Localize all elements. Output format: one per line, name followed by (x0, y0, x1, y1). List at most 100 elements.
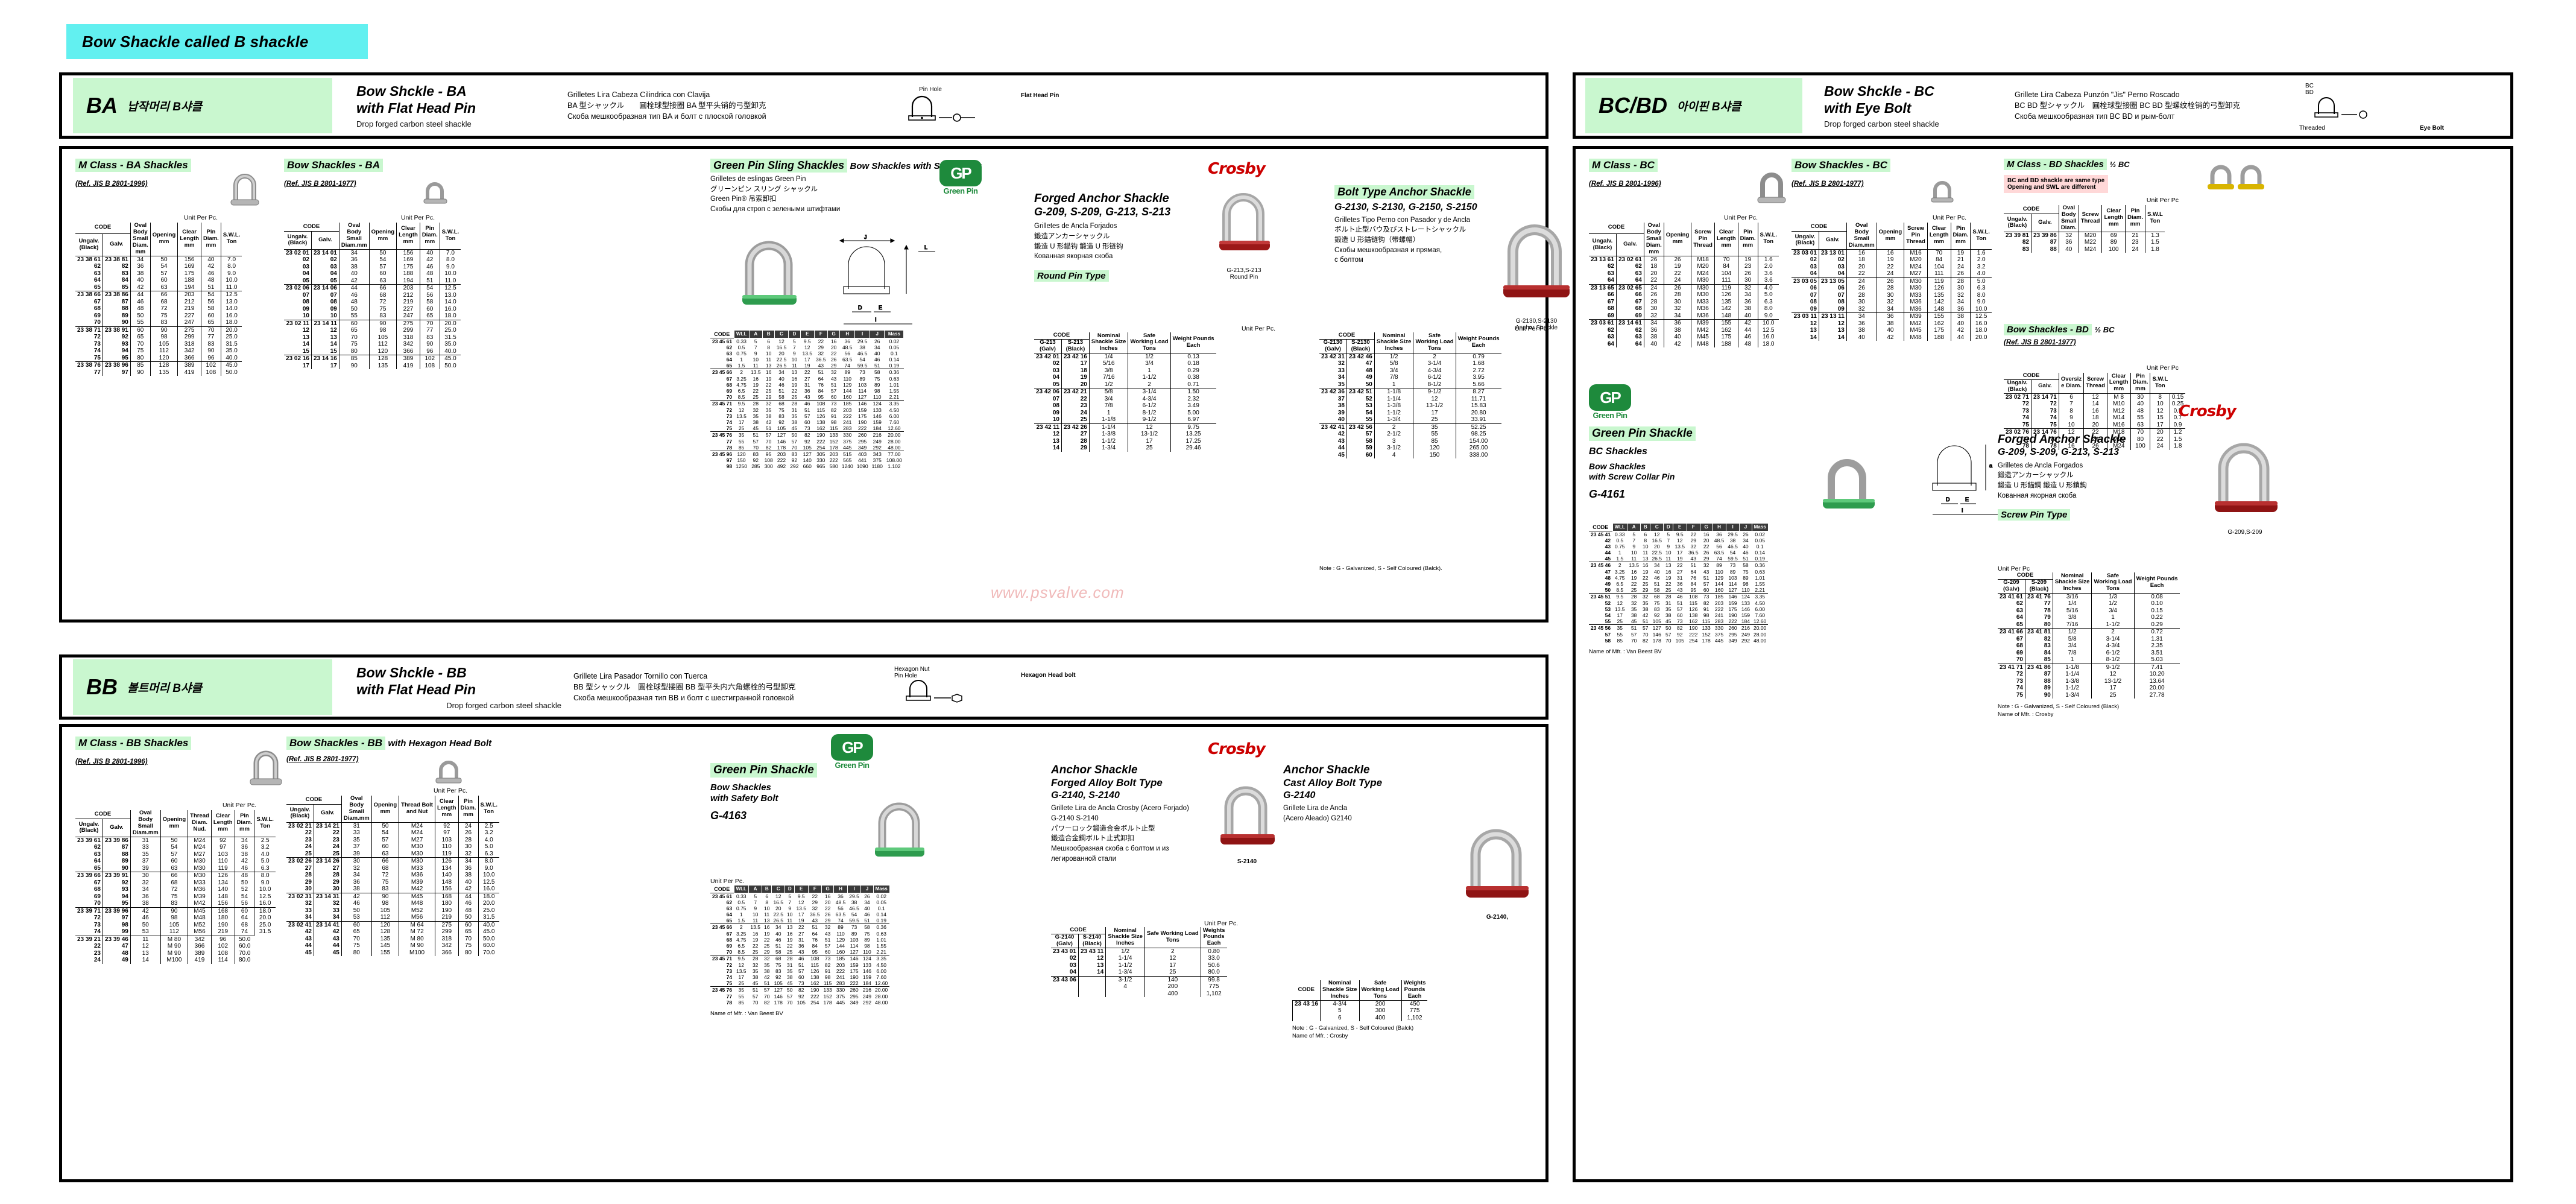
code-cell: 67 (1607, 298, 1614, 305)
value-cell: 75 (150, 312, 178, 320)
code-cell: 02 (1052, 360, 1059, 367)
value-cell: 46 (338, 291, 370, 299)
value-cell: 57 (804, 413, 810, 419)
value-cell: 36 (2058, 239, 2079, 246)
bd-m-class-unit: Unit Per Pc (2146, 197, 2179, 204)
code-cell: 23 42 26 (1061, 423, 1090, 431)
value-cell: 126 (1927, 285, 1951, 292)
table-row: 44 1 10 11 22.5 10 17 36.5 26 63.5 54 46 0.14 (1589, 550, 1768, 556)
code-cell: 69 (93, 312, 101, 319)
code-cell: 23 14 41 (313, 920, 342, 929)
value-cell: 33 (130, 844, 161, 851)
value-cell: 40 (2058, 246, 2079, 253)
value-cell: 92 (804, 438, 810, 445)
value-cell: 219 (396, 299, 420, 306)
value-cell: 36 (1676, 581, 1683, 587)
value-cell: 22 (1703, 543, 1709, 550)
table-row: 12 12 36 38 M42 162 40 16.0 (1792, 320, 1992, 328)
value-cell: 0.15 (2133, 607, 2180, 615)
value-cell: 36.5 (816, 356, 826, 363)
value-cell: 37 (130, 858, 161, 865)
value-cell: 115 (816, 407, 826, 413)
value-cell: 4.0 (478, 836, 499, 844)
value-cell: M42 (188, 900, 212, 908)
value-cell: 46 (1653, 574, 1660, 581)
value-cell: 12.5 (220, 291, 242, 299)
svg-text:E: E (1965, 496, 1969, 502)
code-cell: 40 (1337, 416, 1345, 423)
value-cell: 34 (338, 249, 370, 257)
code-cell: 43 (313, 935, 342, 943)
value-cell: 83 (775, 968, 781, 974)
code-cell: 23 45 66 (710, 369, 734, 376)
table-row: 23 02 11 23 14 11 60 90 275 70 20.0 (284, 319, 461, 328)
table-row: 65 85 42 63 194 51 11.0 (75, 284, 242, 291)
value-cell: 19 (1663, 263, 1691, 270)
value-cell: 76 (1690, 574, 1696, 581)
column-header: Clear Length mm (396, 223, 420, 250)
value-cell: 260 (854, 431, 870, 439)
value-cell: 1-1/4 (2052, 671, 2092, 678)
column-header: G-2140 (Galv) (1051, 934, 1079, 948)
value-cell: 10.0 (1757, 319, 1779, 327)
bcbd-main-panel: M Class - BC (Ref. JIS B 2801-1996) Unit… (1573, 146, 2513, 1182)
code-cell: 74 (93, 347, 101, 355)
value-cell: 10.20 (2133, 671, 2180, 678)
value-cell: 18 (2083, 414, 2107, 422)
value-cell: 2.5 (254, 836, 276, 844)
column-header: Clear Length mm (210, 810, 235, 837)
crosby213-pin-type: Round Pin Type (1034, 270, 1109, 282)
value-cell: 46.5 (849, 905, 859, 911)
value-cell: 38 (1643, 334, 1664, 341)
value-cell: 4.50 (876, 962, 886, 968)
bb-shackles-ref: (Ref. JIS B 2801-1977) (286, 756, 359, 763)
value-cell: 8 (767, 344, 771, 350)
value-cell: 26 (458, 829, 478, 837)
value-cell: 85 (1413, 437, 1456, 445)
code-cell: 23 (93, 949, 101, 957)
crosby213-models: G-209, S-209, G-213, S-213 (1034, 206, 1171, 218)
value-cell: 12.5 (1970, 312, 1992, 320)
code-cell: 67 (1615, 298, 1644, 306)
value-cell: 68 (368, 291, 397, 299)
value-cell: 119 (1927, 277, 1951, 285)
code-cell: 23 45 66 (710, 924, 734, 931)
value-cell: 51 (775, 943, 781, 949)
table-row: 43 43 70 135 M 80 318 70 50.0 (286, 935, 499, 943)
code-cell: 67 (726, 375, 733, 382)
bd-shackles-unit: Unit Per Pc (2146, 364, 2179, 372)
value-cell: 216 (860, 986, 874, 993)
column-header: Thread Bolt and Nut (399, 796, 435, 823)
code-cell: 87 (2030, 239, 2059, 246)
value-cell: 300 (1359, 1007, 1402, 1015)
value-cell: M30 (188, 872, 212, 879)
crosby2140f-table: CODE Nominal Shackle Size Inches Safe Workin… (1051, 927, 1238, 998)
value-cell: 65 (200, 319, 221, 327)
value-cell: 318 (434, 935, 459, 943)
value-cell: 9 (2058, 414, 2084, 422)
value-cell: 38 (1729, 537, 1736, 543)
bb-header-bar: BB 볼트머리 B샤클 Bow Shckle - BB with Flat He… (59, 654, 1548, 720)
value-cell: 16 (1631, 568, 1637, 575)
value-cell: 70 (791, 444, 798, 451)
value-cell: 133 (1700, 624, 1713, 632)
code-cell: 23 03 11 (1792, 312, 1819, 320)
table-row: 67 3.25 16 19 40 16 27 64 43 110 89 75 0.63 (710, 376, 904, 382)
value-cell: 36.5 (810, 911, 820, 918)
value-cell: 241 (843, 419, 852, 425)
value-cell: M39 (188, 893, 212, 901)
ba-type-kr: 납작머리 B샤클 (127, 100, 202, 113)
value-cell: 57 (752, 993, 759, 1000)
value-cell: 36 (130, 263, 151, 270)
value-cell: 133 (862, 962, 872, 968)
value-cell: 92 (1676, 631, 1683, 638)
column-header: Safe Working Load Tons (1413, 332, 1456, 353)
value-cell: 17.25 (1170, 437, 1216, 445)
code-cell: 23 39 86 (102, 836, 131, 844)
value-cell: 4.75 (736, 936, 747, 943)
value-cell: 60 (200, 312, 221, 320)
value-cell: 148 (434, 878, 459, 886)
value-cell: 18 (1846, 256, 1877, 264)
value-cell: 16.0 (478, 886, 499, 893)
